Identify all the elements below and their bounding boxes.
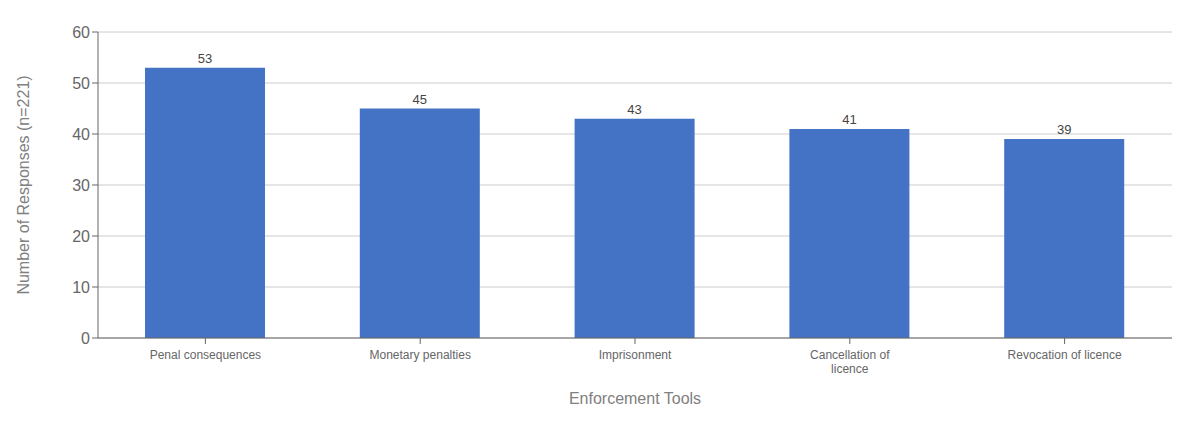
svg-text:Revocation of licence: Revocation of licence (1008, 348, 1122, 362)
svg-text:53: 53 (198, 51, 212, 66)
svg-text:Enforcement Tools: Enforcement Tools (569, 390, 701, 407)
svg-text:Number of Responses (n=221): Number of Responses (n=221) (15, 75, 32, 294)
svg-text:60: 60 (72, 24, 90, 41)
svg-text:Cancellation oflicence: Cancellation oflicence (810, 348, 890, 376)
svg-text:0: 0 (81, 330, 90, 347)
svg-text:43: 43 (627, 102, 641, 117)
svg-text:50: 50 (72, 75, 90, 92)
svg-text:Imprisonment: Imprisonment (599, 348, 672, 362)
svg-text:20: 20 (72, 228, 90, 245)
svg-text:45: 45 (413, 92, 427, 107)
svg-text:Monetary penalties: Monetary penalties (370, 348, 471, 362)
svg-text:Penal consequences: Penal consequences (150, 348, 261, 362)
svg-text:40: 40 (72, 126, 90, 143)
svg-text:41: 41 (842, 112, 856, 127)
svg-text:30: 30 (72, 177, 90, 194)
svg-text:39: 39 (1057, 122, 1071, 137)
svg-text:10: 10 (72, 279, 90, 296)
